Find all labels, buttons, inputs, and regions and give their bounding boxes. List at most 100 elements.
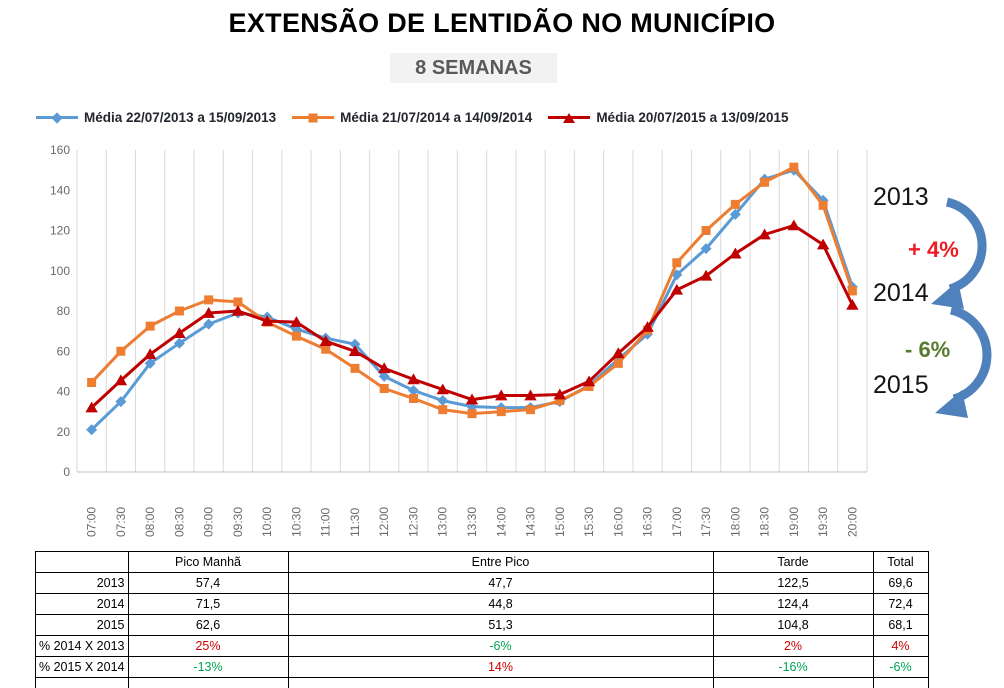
x-axis-tick-label: 17:30 (699, 507, 713, 537)
legend-line-swatch-orange (292, 113, 335, 122)
y-axis-tick-label: 80 (57, 304, 71, 318)
value-cell: 71,5 (127, 593, 289, 615)
x-axis-tick-label: 12:00 (377, 507, 391, 537)
x-axis-tick-label: 08:30 (172, 507, 186, 537)
x-axis-tick-label: 20:00 (845, 507, 859, 537)
y-axis-tick-label: 60 (57, 344, 71, 358)
value-cell: 104,8 (712, 614, 874, 636)
x-axis-tick-label: 11:30 (348, 508, 362, 537)
empty-cell (872, 677, 929, 688)
value-cell: 44,8 (287, 593, 714, 615)
page-title: EXTENSÃO DE LENTIDÃO NO MUNICÍPIO (228, 8, 776, 38)
value-cell: -13% (127, 656, 289, 678)
value-cell: -16% (712, 656, 874, 678)
x-axis-tick-label: 07:30 (114, 507, 128, 537)
value-cell: 47,7 (287, 572, 714, 594)
value-cell: 62,6 (127, 614, 289, 636)
x-axis-tick-label: 16:30 (641, 507, 655, 537)
empty-cell (712, 677, 874, 688)
legend-item-2013: Média 22/07/2013 a 15/09/2013 (36, 110, 276, 125)
triangle-marker-icon (563, 112, 576, 123)
x-axis-tick-label: 19:30 (816, 507, 830, 537)
value-cell: 68,1 (872, 614, 929, 636)
x-axis-tick-label: 07:00 (85, 507, 99, 537)
y-axis-tick-label: 100 (50, 264, 70, 278)
arrowhead-down-left-icon (931, 281, 964, 309)
legend-label: Média 20/07/2015 a 13/09/2015 (596, 110, 789, 125)
table-header-cell: Total (872, 551, 929, 573)
value-cell: 2% (712, 635, 874, 657)
table-row: % 2015 X 2014 -13% 14% -16% -6% (35, 656, 929, 678)
value-cell: 25% (127, 635, 289, 657)
annotation-pct-2015-vs-2014: - 6% (905, 337, 951, 362)
empty-cell (287, 677, 714, 688)
y-axis-tick-label: 20 (57, 425, 71, 439)
table-header-cell: Tarde (712, 551, 874, 573)
table-header-row: Pico Manhã Entre Pico Tarde Total (35, 551, 929, 573)
legend-item-2014: Média 21/07/2014 a 14/09/2014 (292, 110, 532, 125)
chart-series (85, 162, 859, 436)
curved-arrow-2014-2015 (949, 305, 992, 404)
legend-label: Média 21/07/2014 a 14/09/2014 (340, 110, 533, 125)
y-axis-tick-label: 40 (57, 385, 71, 399)
series-2013 (86, 164, 858, 436)
y-axis-tick-label: 160 (50, 143, 70, 157)
table-row: % 2014 X 2013 25% -6% 2% 4% (35, 635, 929, 657)
value-cell: 57,4 (127, 572, 289, 594)
x-axis-tick-label: 18:00 (728, 507, 742, 537)
value-cell: 72,4 (872, 593, 929, 615)
table-row: 2013 57,4 47,7 122,5 69,6 (35, 572, 929, 594)
x-axis-tick-label: 14:00 (494, 507, 508, 537)
x-axis-tick-label: 08:00 (143, 507, 157, 537)
value-cell: 51,3 (287, 614, 714, 636)
value-cell: 4% (872, 635, 929, 657)
value-cell: -6% (872, 656, 929, 678)
value-cell: 69,6 (872, 572, 929, 594)
year-transition-arrows (931, 197, 992, 418)
table-header-cell: Pico Manhã (127, 551, 289, 573)
chart-legend: Média 22/07/2013 a 15/09/2013 Média 21/0… (36, 110, 788, 125)
row-label-cell: % 2015 X 2014 (35, 656, 129, 678)
x-axis-tick-label: 10:30 (289, 507, 303, 537)
diamond-marker-icon (51, 111, 63, 124)
annotation-year-2015: 2015 (873, 371, 929, 399)
x-axis-tick-label: 09:30 (231, 507, 245, 537)
series-2014 (87, 162, 857, 419)
x-axis-tick-label: 10:00 (260, 507, 274, 537)
value-cell: 124,4 (712, 593, 874, 615)
x-axis-tick-label: 16:00 (611, 507, 625, 537)
gridlines (76, 150, 868, 473)
annotation-pct-2014-vs-2013: + 4% (908, 237, 959, 262)
x-axis-tick-label: 09:00 (202, 507, 216, 537)
row-label-cell: 2014 (35, 593, 129, 615)
table-row: 2015 62,6 51,3 104,8 68,1 (35, 614, 929, 636)
subtitle-badge: 8 SEMANAS (390, 53, 557, 83)
arrowhead-down-left-icon (935, 390, 968, 418)
series-2015 (85, 219, 859, 413)
axis-labels: 0 20 40 60 80 100 120 140 160 07:00 07:30 08:00 08:3… (50, 143, 859, 537)
curved-arrow-2013-2014 (945, 197, 987, 294)
x-axis-tick-label: 17:00 (670, 507, 684, 537)
x-axis-tick-label: 15:00 (553, 507, 567, 537)
value-cell: 14% (287, 656, 714, 678)
value-cell: 122,5 (712, 572, 874, 594)
annotation-year-2013: 2013 (873, 183, 929, 211)
y-axis-tick-label: 0 (63, 465, 70, 479)
row-label-cell: % 2014 X 2013 (35, 635, 129, 657)
empty-cell (35, 677, 129, 688)
legend-line-swatch-blue (36, 111, 78, 124)
table-header-cell (35, 551, 129, 573)
annotation-year-2014: 2014 (873, 279, 929, 307)
square-marker-icon (308, 113, 318, 122)
value-cell: -6% (287, 635, 714, 657)
x-axis-tick-label: 11:00 (319, 508, 333, 537)
table-header-cell: Entre Pico (287, 551, 714, 573)
legend-label: Média 22/07/2013 a 15/09/2013 (84, 110, 277, 125)
x-axis-tick-label: 18:30 (758, 507, 772, 537)
x-axis-tick-label: 14:30 (524, 507, 538, 537)
legend-line-swatch-red (548, 112, 591, 123)
y-axis-tick-label: 140 (50, 183, 70, 197)
summary-table: Pico Manhã Entre Pico Tarde Total 2013 57,4 4… (35, 551, 929, 688)
